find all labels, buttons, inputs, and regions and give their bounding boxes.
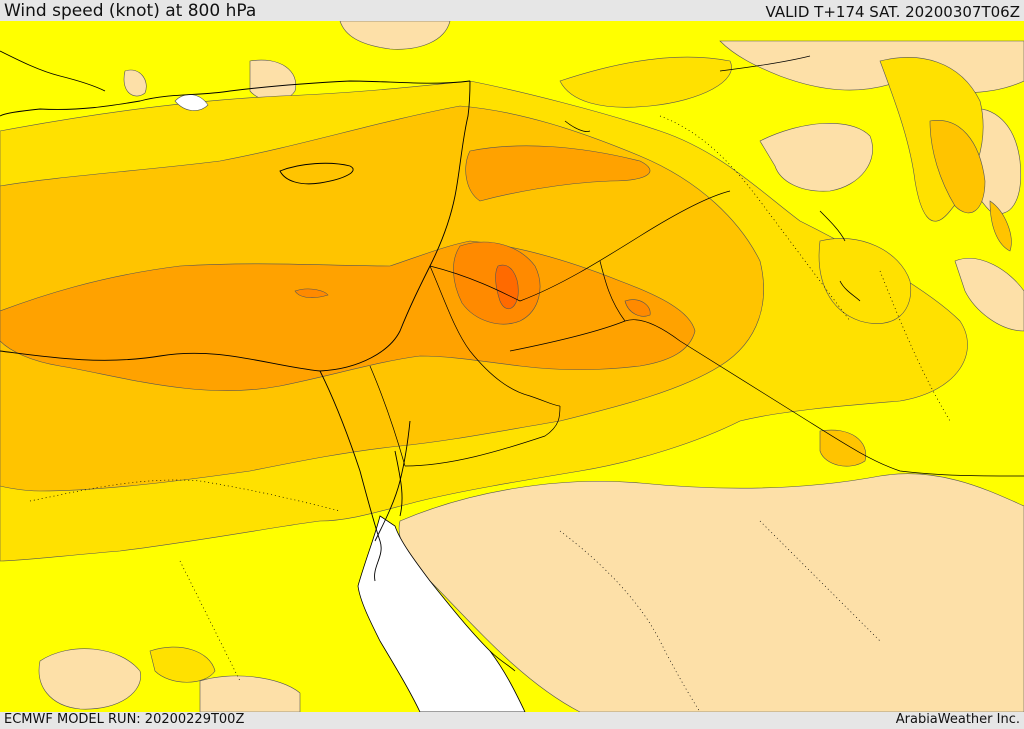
country-borders [369, 55, 1024, 477]
gulf-islands [489, 120, 861, 672]
calm-regions [38, 21, 1024, 712]
red-sea [357, 515, 526, 712]
wind-speed-map [0, 21, 1024, 712]
max-core [495, 264, 519, 309]
aegean-pocket [174, 94, 209, 111]
valid-time: VALID T+174 SAT. 20200307T06Z [765, 3, 1020, 21]
coastlines [0, 50, 471, 582]
footer-bar: ECMWF MODEL RUN: 20200229T00Z ArabiaWeat… [0, 712, 1024, 729]
province-lines [29, 115, 951, 712]
model-run: ECMWF MODEL RUN: 20200229T00Z [4, 712, 245, 727]
header-bar: Wind speed (knot) at 800 hPa VALID T+174… [0, 0, 1024, 21]
credit-label: ArabiaWeather Inc. [895, 712, 1020, 727]
map-title: Wind speed (knot) at 800 hPa [4, 1, 257, 21]
